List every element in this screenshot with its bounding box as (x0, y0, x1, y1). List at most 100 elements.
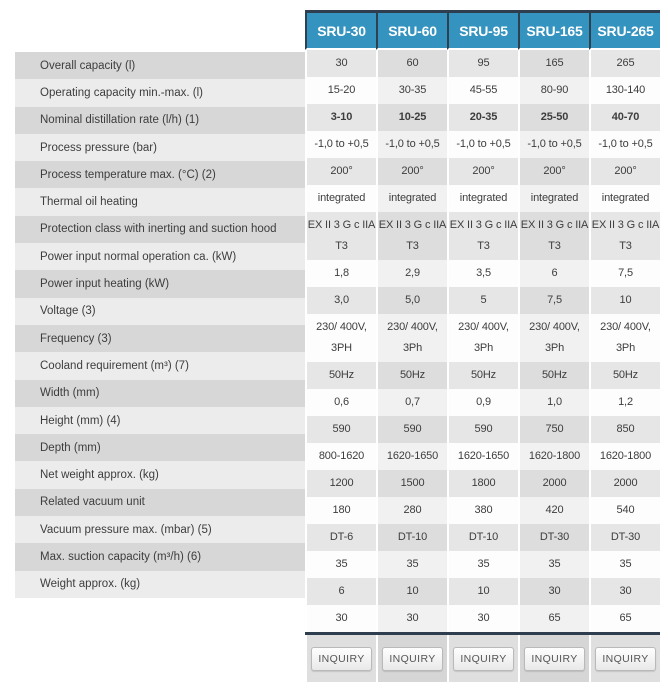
data-cell: 50Hz (376, 362, 447, 389)
row-label: Net weight approx. (kg) (15, 461, 305, 489)
data-cell: integrated (518, 185, 589, 212)
data-cell: 1620-1800 (589, 443, 660, 470)
divider-line (589, 632, 660, 635)
divider-line (447, 632, 518, 635)
data-cell: 0,6 (305, 389, 376, 416)
data-cell: 10 (376, 578, 447, 605)
data-cell: 30 (447, 605, 518, 632)
product-column-sru-165: SRU-165 165 80-90 25-50 -1,0 to +0,5 200° inte… (518, 10, 589, 682)
column-header: SRU-30 (305, 10, 376, 50)
row-label: Voltage (3) (15, 297, 305, 325)
data-cell: integrated (447, 185, 518, 212)
data-cell: 230/ 400V, 3Ph (376, 314, 447, 362)
data-cell: EX II 3 G c IIA T3 (589, 212, 660, 260)
row-label: Thermal oil heating (15, 188, 305, 216)
data-cell: 10 (589, 287, 660, 314)
inquiry-button-sru-265[interactable]: INQUIRY (595, 646, 656, 671)
data-cell: 1800 (447, 470, 518, 497)
data-cell: 200° (447, 158, 518, 185)
data-cell: 420 (518, 497, 589, 524)
data-cell: 230/ 400V, 3Ph (589, 314, 660, 362)
data-cell: 130-140 (589, 77, 660, 104)
data-cell: 0,9 (447, 389, 518, 416)
data-cell: 750 (518, 416, 589, 443)
data-cell: 50Hz (447, 362, 518, 389)
data-cell: -1,0 to +0,5 (518, 131, 589, 158)
column-header: SRU-165 (518, 10, 589, 50)
row-label: Nominal distillation rate (l/h) (1) (15, 106, 305, 134)
data-cell: 1500 (376, 470, 447, 497)
data-cell: 280 (376, 497, 447, 524)
data-cell: 800-1620 (305, 443, 376, 470)
data-cell: 10 (447, 578, 518, 605)
data-cell: 1200 (305, 470, 376, 497)
data-cell: 180 (305, 497, 376, 524)
data-cell: 380 (447, 497, 518, 524)
data-cell: 35 (447, 551, 518, 578)
data-cell: 2,9 (376, 260, 447, 287)
data-cell: 1620-1650 (447, 443, 518, 470)
data-cell: 230/ 400V, 3Ph (518, 314, 589, 362)
data-cell: 7,5 (518, 287, 589, 314)
data-cell: 1,0 (518, 389, 589, 416)
column-header: SRU-265 (589, 10, 660, 50)
data-cell: integrated (376, 185, 447, 212)
data-cell: 80-90 (518, 77, 589, 104)
data-cell: 3,5 (447, 260, 518, 287)
row-label: Weight approx. (kg) (15, 570, 305, 598)
data-cell: 50Hz (305, 362, 376, 389)
data-cell: 590 (447, 416, 518, 443)
data-cell: 1620-1800 (518, 443, 589, 470)
data-cell: 20-35 (447, 104, 518, 131)
row-label: Process temperature max. (°C) (2) (15, 161, 305, 189)
data-cell: 590 (376, 416, 447, 443)
data-cell: 15-20 (305, 77, 376, 104)
data-cell: 10-25 (376, 104, 447, 131)
data-cell: 30 (518, 578, 589, 605)
data-cell: EX II 3 G c IIA T3 (305, 212, 376, 260)
row-label: Cooland requirement (m³) (7) (15, 352, 305, 380)
data-cell: DT-6 (305, 524, 376, 551)
data-cell: DT-30 (589, 524, 660, 551)
data-cell: 200° (376, 158, 447, 185)
data-cell: integrated (589, 185, 660, 212)
data-cell: 1620-1650 (376, 443, 447, 470)
inquiry-cell: INQUIRY (447, 635, 518, 682)
data-cell: 590 (305, 416, 376, 443)
data-cell: 50Hz (518, 362, 589, 389)
data-cell: 200° (589, 158, 660, 185)
row-label: Protection class with inerting and sucti… (15, 215, 305, 244)
column-header: SRU-60 (376, 10, 447, 50)
inquiry-button-sru-95[interactable]: INQUIRY (453, 646, 514, 671)
inquiry-cell: INQUIRY (589, 635, 660, 682)
product-column-sru-30: SRU-30 30 15-20 3-10 -1,0 to +0,5 200° integra… (305, 10, 376, 682)
row-label: Height (mm) (4) (15, 406, 305, 435)
data-cell: -1,0 to +0,5 (447, 131, 518, 158)
data-cell: 7,5 (589, 260, 660, 287)
product-column-sru-265: SRU-265 265 130-140 40-70 -1,0 to +0,5 200° in… (589, 10, 660, 682)
row-label: Process pressure (bar) (15, 133, 305, 162)
product-column-sru-95: SRU-95 95 45-55 20-35 -1,0 to +0,5 200° integr… (447, 10, 518, 682)
data-cell: 35 (518, 551, 589, 578)
data-cell: DT-30 (518, 524, 589, 551)
data-cell: -1,0 to +0,5 (376, 131, 447, 158)
data-cell: 3-10 (305, 104, 376, 131)
inquiry-button-sru-60[interactable]: INQUIRY (382, 646, 443, 671)
data-cell: 40-70 (589, 104, 660, 131)
row-label: Max. suction capacity (m³/h) (6) (15, 543, 305, 571)
row-label: Vacuum pressure max. (mbar) (5) (15, 516, 305, 544)
inquiry-button-sru-30[interactable]: INQUIRY (311, 646, 372, 671)
data-cell: 30-35 (376, 77, 447, 104)
data-cell: 230/ 400V, 3PH (305, 314, 376, 362)
column-header: SRU-95 (447, 10, 518, 50)
inquiry-button-sru-165[interactable]: INQUIRY (524, 646, 585, 671)
data-cell: 65 (518, 605, 589, 632)
inquiry-cell: INQUIRY (305, 635, 376, 682)
divider-line (376, 632, 447, 635)
data-cell: 0,7 (376, 389, 447, 416)
data-cell: 230/ 400V, 3Ph (447, 314, 518, 362)
data-cell: 850 (589, 416, 660, 443)
data-cell: 1,8 (305, 260, 376, 287)
row-label: Depth (mm) (15, 434, 305, 462)
